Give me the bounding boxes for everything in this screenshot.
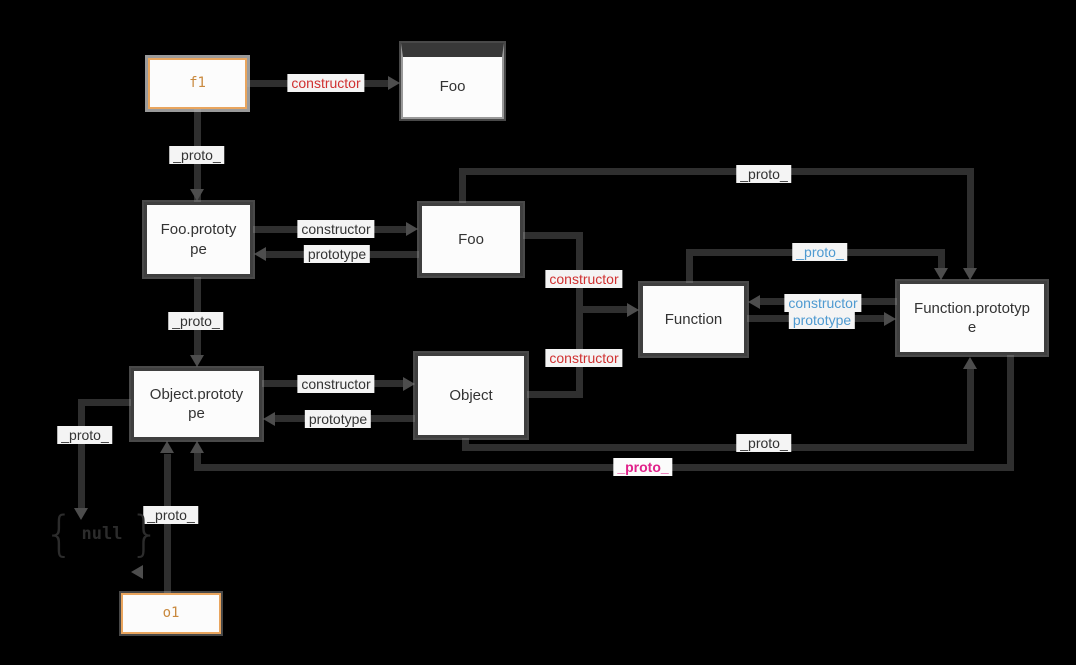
arrowhead-icon (388, 76, 400, 90)
node-label: Function.prototype (914, 299, 1030, 337)
edge-label: constructor (545, 349, 623, 367)
node-label: Foo.prototype (160, 221, 237, 258)
edge-label: constructor (287, 74, 365, 92)
node-label: f1 (189, 75, 206, 92)
arrowhead-icon (160, 441, 174, 453)
edge-segment (527, 391, 580, 398)
node-o1: o1 (121, 593, 221, 634)
edge-label: constructor (784, 294, 862, 312)
arrowhead-icon (131, 565, 143, 579)
node-foo-class: Foo (401, 43, 504, 119)
edge-label: constructor (297, 375, 375, 393)
edge-label: _proto_ (57, 426, 113, 444)
edge-label: prototype (303, 245, 371, 263)
edge-label: _proto_ (143, 506, 199, 524)
arrowhead-icon (884, 312, 896, 326)
arrowhead-icon (406, 222, 418, 236)
node-f1: f1 (148, 58, 247, 109)
null-brace-right: } (129, 506, 161, 562)
arrowhead-icon (627, 303, 639, 317)
edge-label: constructor (545, 270, 623, 288)
node-object-prototype: Object.prototype (131, 368, 262, 440)
edge-segment (938, 249, 945, 268)
edge-segment (82, 399, 131, 406)
arrowhead-icon (254, 247, 266, 261)
arrowhead-icon (403, 377, 415, 391)
edge-label: _proto_ (792, 243, 848, 261)
edge-segment (576, 306, 627, 313)
edge-label: constructor (297, 220, 375, 238)
arrowhead-icon (190, 441, 204, 453)
null-brace-left: { (44, 506, 75, 562)
node-label: Object (449, 386, 493, 404)
node-null: { null } (44, 510, 160, 558)
node-object: Object (415, 353, 527, 438)
edge-label: prototype (304, 410, 372, 428)
edge-segment (523, 232, 580, 239)
node-function-prototype: Function.prototype (897, 281, 1047, 355)
edge-segment (459, 171, 466, 203)
edge-segment (194, 452, 201, 464)
node-label: Function (664, 310, 723, 328)
edge-segment (686, 252, 693, 283)
edge-label: _proto_ (613, 458, 673, 476)
node-function: Function (640, 283, 747, 356)
edge-segment (1007, 355, 1014, 468)
node-label: Foo (458, 230, 484, 248)
node-label: Foo (439, 78, 466, 96)
arrowhead-icon (934, 268, 948, 280)
edge-segment (194, 464, 1014, 471)
edge-label: _proto_ (169, 146, 225, 164)
edge-label: _proto_ (736, 434, 792, 452)
node-label: Object.prototype (149, 385, 244, 423)
edge-segment (576, 232, 583, 398)
arrowhead-icon (74, 508, 88, 520)
edge-segment (462, 444, 974, 451)
arrowhead-icon (963, 357, 977, 369)
node-label: null (81, 524, 123, 544)
edge-segment (459, 168, 974, 175)
edge-segment (967, 168, 974, 268)
arrowhead-icon (263, 412, 275, 426)
node-foo-prototype: Foo.prototype (144, 202, 253, 277)
edge-label: prototype (788, 311, 856, 329)
arrowhead-icon (190, 189, 204, 201)
edge-segment (78, 399, 85, 508)
edge-segment (462, 438, 469, 449)
edge-segment (967, 369, 974, 445)
arrowhead-icon (748, 295, 760, 309)
node-foo: Foo (419, 203, 523, 276)
arrowhead-icon (963, 268, 977, 280)
node-label: o1 (162, 605, 180, 622)
edge-label: _proto_ (736, 165, 792, 183)
edge-label: _proto_ (168, 312, 224, 330)
arrowhead-icon (190, 355, 204, 367)
